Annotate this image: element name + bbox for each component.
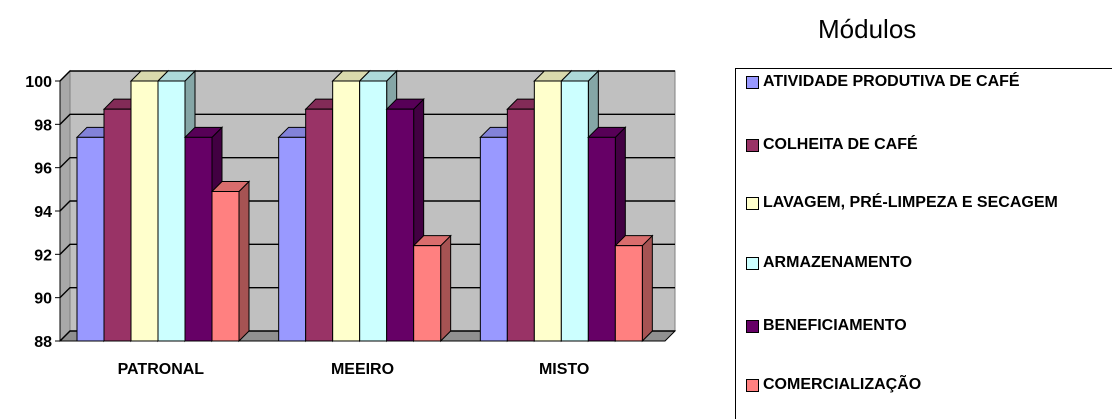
legend-swatch [746,197,759,210]
gridline [59,330,675,342]
x-tick-label: MEEIRO [331,361,394,378]
x-tick-label: MISTO [539,361,589,378]
legend-label: COMERCIALIZAÇÃO [763,376,922,393]
legend-title: Módulos [818,14,917,44]
legend-swatch [746,139,759,152]
gridline [59,156,675,169]
legend-label: BENEFICIAMENTO [763,317,907,334]
bar [210,180,251,343]
legend-swatch [746,257,759,270]
legend-item: LAVAGEM, PRÉ-LIMPEZA E SECAGEM [746,193,1063,213]
y-tick-label: 90 [34,291,52,308]
y-tick-label: 98 [34,117,52,134]
legend-label: LAVAGEM, PRÉ-LIMPEZA E SECAGEM [763,194,1058,211]
y-tick-label: 100 [25,74,52,91]
legend-swatch [746,320,759,333]
legend-swatch [746,379,759,392]
gridline [59,113,675,125]
gridline [59,243,675,255]
legend-item: ATIVIDADE PRODUTIVA DE CAFÉ [746,72,1063,92]
legend-item: COMERCIALIZAÇÃO [746,375,1063,395]
legend-item: BENEFICIAMENTO [746,316,1063,336]
legend-item: ARMAZENAMENTO [746,253,1063,273]
y-tick-label: 88 [34,334,52,351]
legend-label: ARMAZENAMENTO [763,254,913,271]
y-tick-label: 92 [34,247,52,264]
x-tick-label: PATRONAL [118,361,205,378]
legend: ATIVIDADE PRODUTIVA DE CAFÉ COLHEITA DE C… [735,68,1112,419]
bar [614,234,654,343]
y-tick-label: 94 [34,204,52,221]
bar-chart: 88 90 92 94 96 98 100 PATRONAL MEEIRO MISTO [25,69,677,378]
y-tick-label: 96 [34,161,52,178]
bar [412,234,452,343]
legend-label: COLHEITA DE CAFÉ [763,136,918,153]
gridline [59,70,675,82]
legend-swatch [746,76,759,89]
gridline [59,286,675,299]
legend-item: COLHEITA DE CAFÉ [746,135,1063,155]
gridline [59,200,675,212]
legend-label: ATIVIDADE PRODUTIVA DE CAFÉ [763,73,1020,90]
